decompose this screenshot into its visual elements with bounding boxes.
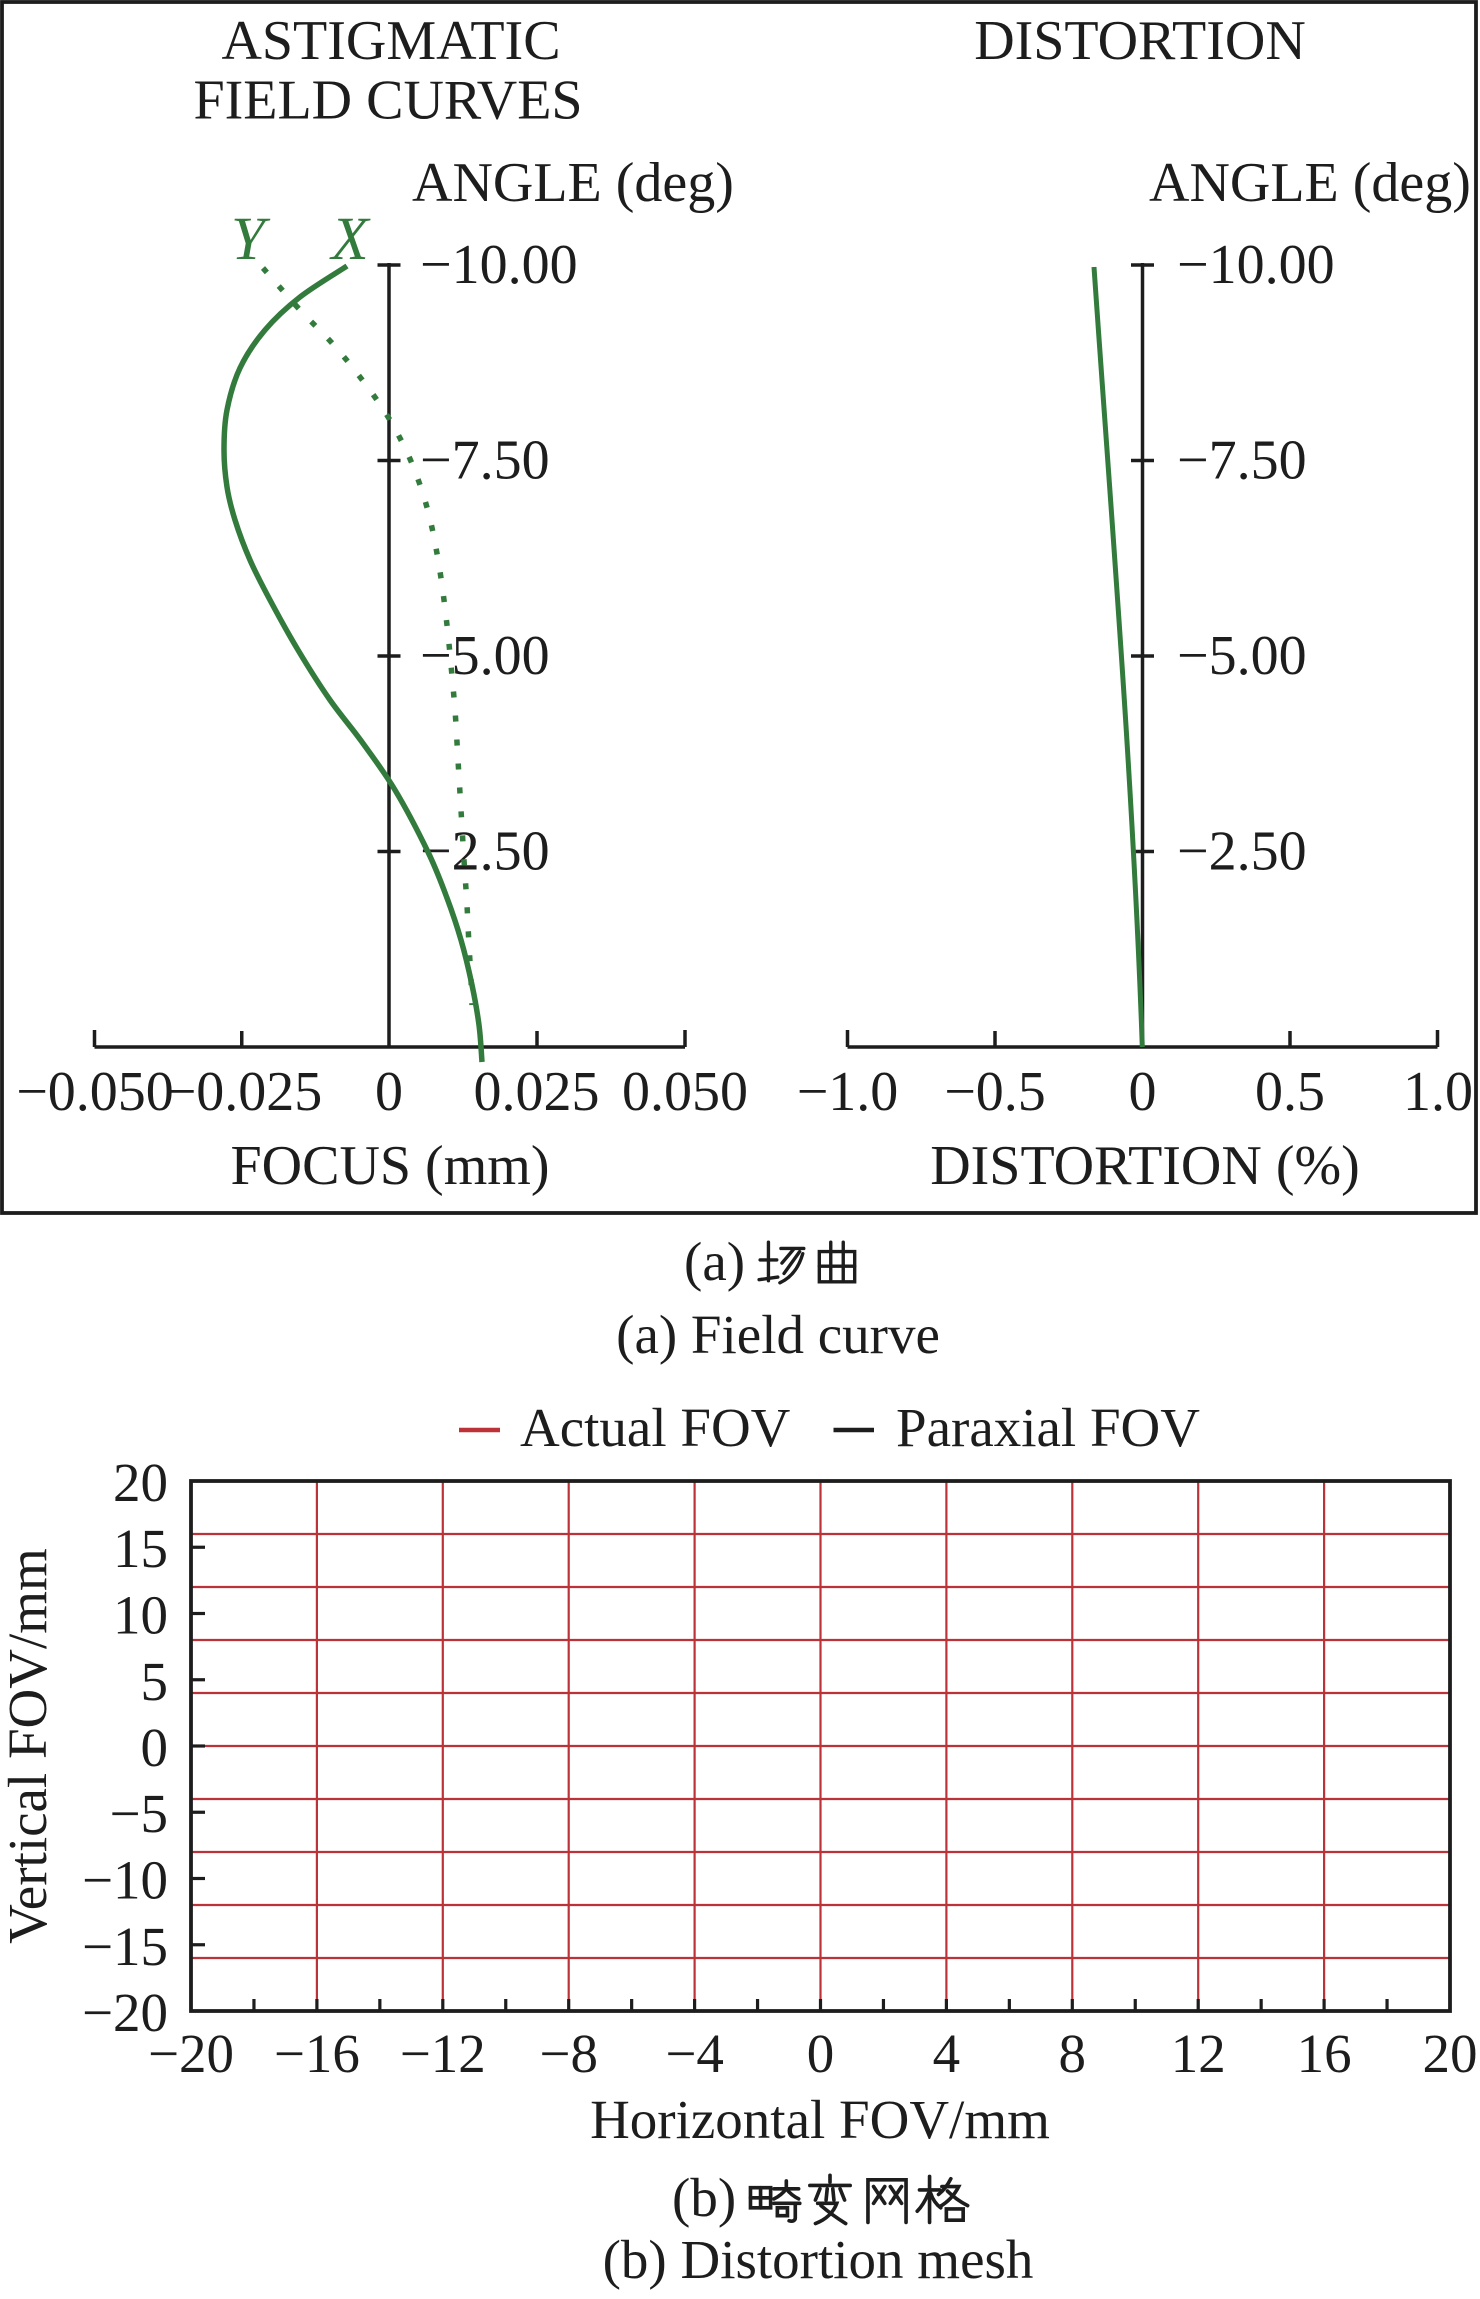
svg-text:5: 5: [141, 1651, 169, 1712]
svg-text:−0.050: −0.050: [16, 1061, 174, 1123]
svg-text:−0.025: −0.025: [165, 1061, 323, 1123]
svg-text:X: X: [328, 206, 371, 273]
svg-text:0.5: 0.5: [1255, 1061, 1325, 1123]
svg-text:20: 20: [113, 1452, 168, 1513]
svg-text:0.025: 0.025: [474, 1061, 600, 1123]
svg-text:Paraxial FOV: Paraxial FOV: [896, 1397, 1200, 1458]
svg-text:DISTORTION (%): DISTORTION (%): [930, 1135, 1360, 1197]
svg-text:−10.00: −10.00: [1177, 234, 1335, 296]
svg-text:−5.00: −5.00: [420, 625, 550, 687]
svg-text:−7.50: −7.50: [420, 430, 550, 492]
svg-text:ASTIGMATIC: ASTIGMATIC: [221, 10, 560, 72]
svg-text:0: 0: [141, 1717, 169, 1778]
svg-text:Actual FOV: Actual FOV: [520, 1397, 791, 1458]
svg-text:Horizontal FOV/mm: Horizontal FOV/mm: [590, 2089, 1050, 2150]
svg-text:15: 15: [113, 1518, 168, 1579]
svg-text:−7.50: −7.50: [1177, 430, 1307, 492]
svg-text:10: 10: [113, 1585, 168, 1646]
svg-text:FOCUS (mm): FOCUS (mm): [231, 1135, 550, 1197]
svg-text:−16: −16: [274, 2023, 360, 2084]
svg-text:−20: −20: [148, 2023, 234, 2084]
svg-text:−12: −12: [400, 2023, 486, 2084]
svg-text:Y: Y: [231, 206, 271, 273]
svg-text:Vertical FOV/mm: Vertical FOV/mm: [0, 1548, 58, 1944]
svg-text:1.0: 1.0: [1403, 1061, 1473, 1123]
svg-text:4: 4: [933, 2023, 961, 2084]
svg-text:12: 12: [1171, 2023, 1226, 2084]
svg-text:0: 0: [807, 2023, 835, 2084]
svg-text:−1.0: −1.0: [797, 1061, 899, 1123]
svg-text:(a) Field curve: (a) Field curve: [616, 1304, 940, 1365]
svg-text:−15: −15: [82, 1916, 168, 1977]
svg-text:−2.50: −2.50: [1177, 821, 1307, 883]
svg-text:20: 20: [1423, 2023, 1478, 2084]
svg-text:−0.5: −0.5: [944, 1061, 1046, 1123]
svg-text:0: 0: [375, 1061, 403, 1123]
svg-text:0: 0: [1129, 1061, 1157, 1123]
svg-text:−10.00: −10.00: [420, 234, 578, 296]
svg-text:−20: −20: [82, 1982, 168, 2043]
svg-text:−10: −10: [82, 1850, 168, 1911]
svg-text:8: 8: [1059, 2023, 1087, 2084]
svg-text:DISTORTION: DISTORTION: [974, 10, 1306, 72]
svg-text:ANGLE (deg): ANGLE (deg): [1149, 152, 1471, 214]
svg-text:(b): (b): [672, 2167, 736, 2228]
svg-text:0.050: 0.050: [622, 1061, 748, 1123]
svg-text:16: 16: [1297, 2023, 1352, 2084]
svg-text:ANGLE (deg): ANGLE (deg): [412, 152, 734, 214]
svg-text:−5.00: −5.00: [1177, 625, 1307, 687]
svg-text:−8: −8: [539, 2023, 598, 2084]
svg-text:−5: −5: [109, 1783, 168, 1844]
svg-text:(a): (a): [684, 1231, 745, 1292]
svg-text:FIELD CURVES: FIELD CURVES: [193, 70, 582, 132]
svg-text:−4: −4: [665, 2023, 724, 2084]
svg-text:(b) Distortion mesh: (b) Distortion mesh: [603, 2229, 1034, 2290]
svg-text:−2.50: −2.50: [420, 821, 550, 883]
